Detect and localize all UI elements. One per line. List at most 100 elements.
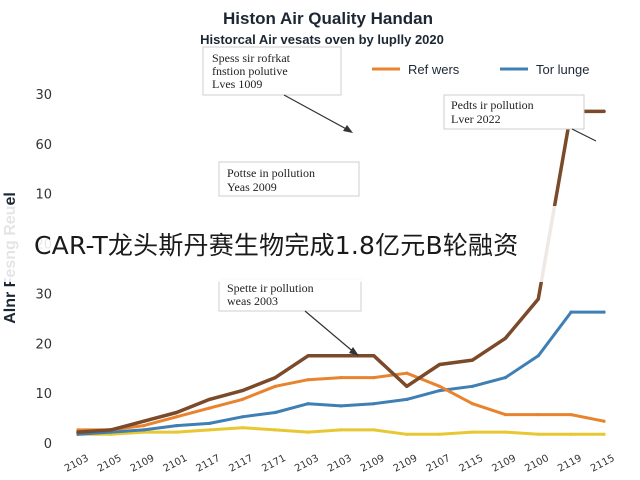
x-tick-label: 2105 bbox=[96, 453, 124, 475]
series-point-0 bbox=[306, 378, 310, 382]
y-tick-label: 10 bbox=[35, 188, 52, 203]
series-point-0 bbox=[339, 376, 343, 380]
series-point-1 bbox=[602, 310, 606, 314]
series-point-1 bbox=[536, 354, 540, 358]
series-point-3 bbox=[207, 428, 212, 432]
y-tick-label: 60 bbox=[35, 138, 52, 153]
x-axis-ticks: 2103 2105 2109 2101 2117 2117 2171 2103 2103 2109… bbox=[63, 453, 617, 475]
series-point-3 bbox=[438, 432, 442, 436]
series-point-3 bbox=[405, 432, 409, 436]
x-tick-label: 2117 bbox=[227, 453, 255, 475]
annotation-3-line-1: Pottse in pollution bbox=[227, 166, 315, 180]
series-point-1 bbox=[273, 410, 277, 415]
series-point-0 bbox=[175, 415, 179, 419]
y-tick-label: 30 bbox=[35, 88, 52, 103]
series-point-3 bbox=[602, 432, 606, 436]
x-tick-label: 2117 bbox=[195, 453, 223, 475]
series-point-0 bbox=[372, 376, 376, 380]
x-tick-label: 2171 bbox=[260, 453, 288, 475]
annotation-4-arrowhead bbox=[349, 347, 359, 356]
x-tick-label: 2101 bbox=[162, 453, 190, 475]
chart-title: Histon Air Quality Handan bbox=[223, 9, 433, 28]
legend-label-ref-wers: Ref wers bbox=[408, 62, 460, 77]
series-point-0 bbox=[273, 384, 277, 388]
chart-subtitle: Historcal Air vesats oven by luplly 2020 bbox=[200, 32, 444, 47]
series-point-2 bbox=[339, 354, 343, 358]
series-point-2 bbox=[602, 109, 606, 113]
series-point-2 bbox=[273, 376, 277, 380]
series-point-2 bbox=[503, 336, 507, 340]
series-point-1 bbox=[569, 310, 573, 314]
x-tick-label: 2100 bbox=[523, 453, 551, 475]
annotation-2: Pedts ir pollution Lver 2022 bbox=[443, 94, 597, 142]
series-point-3 bbox=[339, 428, 343, 432]
series-point-0 bbox=[536, 413, 540, 417]
annotation-3-box bbox=[218, 161, 360, 197]
series-point-2 bbox=[438, 362, 442, 367]
series-point-0 bbox=[470, 402, 475, 406]
series-point-1 bbox=[438, 389, 442, 393]
y-tick-label: 0 bbox=[44, 437, 52, 452]
annotation-1-arrowhead bbox=[343, 125, 353, 133]
series-point-1 bbox=[405, 397, 409, 401]
series-point-1 bbox=[240, 415, 244, 419]
series-point-3 bbox=[240, 426, 244, 430]
series-point-1 bbox=[339, 404, 343, 408]
series-point-3 bbox=[569, 432, 573, 436]
annotation-4-line-2: weas 2003 bbox=[227, 294, 278, 308]
series-point-0 bbox=[569, 413, 573, 417]
series-point-2 bbox=[470, 358, 475, 362]
annotation-3: Pottse in pollution Yeas 2009 bbox=[218, 161, 360, 197]
series-point-0 bbox=[405, 371, 409, 375]
series-point-0 bbox=[207, 406, 212, 410]
series-point-2 bbox=[405, 384, 409, 388]
legend-label-tor-lunge: Tor lunge bbox=[536, 62, 589, 77]
annotation-1-line-2: fnstion polutive bbox=[212, 64, 288, 78]
x-tick-label: 2115 bbox=[458, 453, 486, 475]
series-point-1 bbox=[470, 384, 475, 388]
series-point-2 bbox=[536, 297, 540, 301]
annotation-1-line-3: Lves 1009 bbox=[212, 77, 262, 91]
annotation-4: Spette ir pollution weas 2003 bbox=[218, 278, 362, 356]
series-point-0 bbox=[602, 419, 606, 423]
series-point-2 bbox=[76, 430, 80, 434]
x-tick-label: 2109 bbox=[392, 453, 420, 475]
legend: Ref wers Tor lunge bbox=[372, 62, 589, 77]
series-point-2 bbox=[175, 410, 179, 415]
annotation-4-arrow bbox=[304, 310, 357, 355]
annotation-2-arrow bbox=[571, 128, 597, 142]
series-point-1 bbox=[306, 402, 310, 406]
series-point-3 bbox=[175, 430, 179, 434]
headline-banner: CAR-T龙头斯丹赛生物完成1.8亿元B轮融资 bbox=[0, 206, 640, 282]
x-tick-label: 2109 bbox=[129, 453, 157, 475]
x-tick-label: 2109 bbox=[490, 453, 518, 475]
x-tick-label: 2103 bbox=[63, 453, 91, 475]
annotation-4-line-1: Spette ir pollution bbox=[227, 281, 314, 295]
series-point-3 bbox=[470, 430, 475, 434]
series-point-0 bbox=[240, 397, 244, 401]
series-point-3 bbox=[536, 432, 540, 436]
x-tick-label: 2103 bbox=[326, 453, 354, 475]
annotation-1: Spess sir rofrkat fnstion polutive Lves … bbox=[202, 46, 353, 133]
series-point-1 bbox=[207, 421, 212, 425]
series-point-3 bbox=[503, 430, 507, 434]
series-point-2 bbox=[109, 428, 113, 432]
series-point-1 bbox=[175, 424, 179, 428]
series-point-1 bbox=[142, 428, 146, 432]
y-tick-label: 10 bbox=[35, 387, 52, 402]
series-line-0 bbox=[76, 371, 606, 432]
annotation-3-line-2: Yeas 2009 bbox=[227, 180, 277, 194]
series-point-2 bbox=[240, 389, 244, 393]
headline-text: CAR-T龙头斯丹赛生物完成1.8亿元B轮融资 bbox=[34, 231, 519, 260]
x-tick-label: 2103 bbox=[293, 453, 321, 475]
series-point-0 bbox=[503, 413, 507, 417]
annotation-1-box bbox=[202, 46, 342, 96]
series-point-2 bbox=[207, 397, 212, 401]
annotation-2-box bbox=[443, 94, 585, 130]
series-point-1 bbox=[372, 402, 376, 406]
x-tick-label: 2119 bbox=[556, 453, 584, 475]
series-layer bbox=[76, 109, 606, 436]
series-point-3 bbox=[273, 428, 277, 432]
x-tick-label: 2109 bbox=[359, 453, 387, 475]
